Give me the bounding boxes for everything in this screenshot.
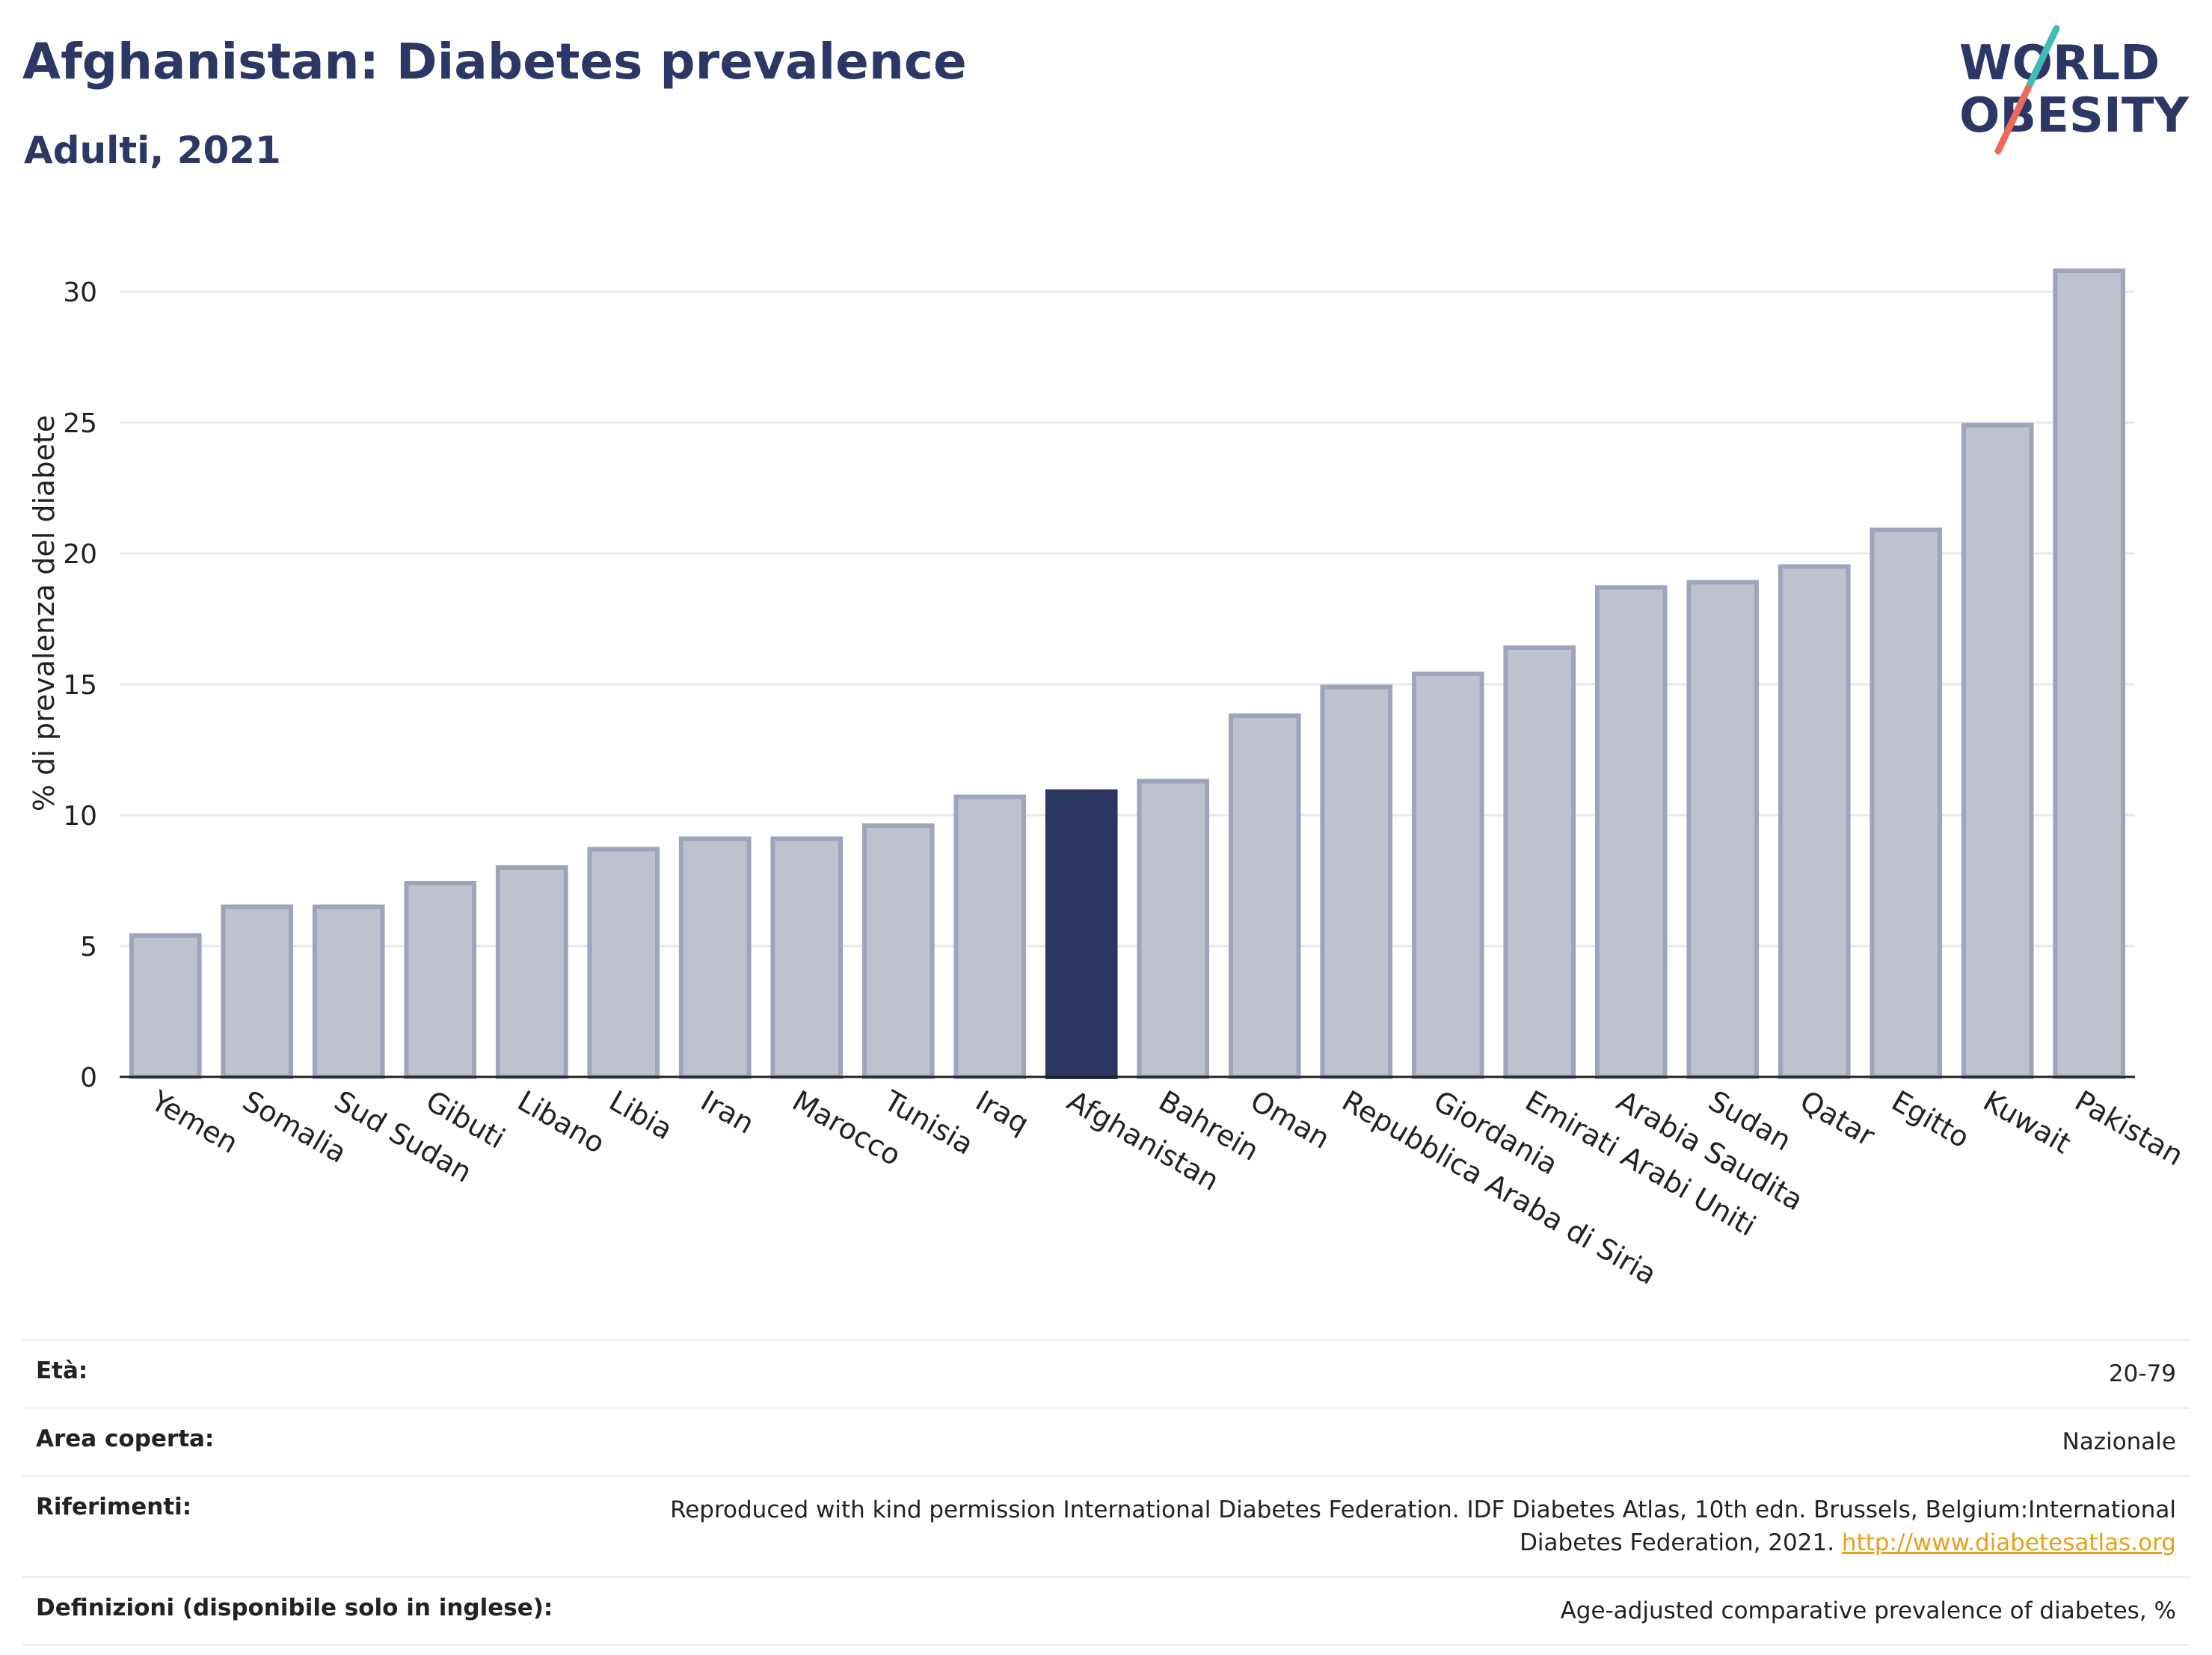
- x-tick-label: Egitto: [1886, 1084, 1975, 1155]
- diabetes-atlas-link[interactable]: http://www.diabetesatlas.org: [1841, 1529, 2176, 1556]
- bar-libia: [587, 847, 660, 1079]
- info-table: Età: 20-79 Area coperta: Nazionale Rifer…: [22, 1339, 2190, 1646]
- x-tick-label: Iraq: [970, 1084, 1034, 1140]
- definitions-value: Age-adjusted comparative prevalence of d…: [1560, 1597, 2176, 1624]
- bar-bahrein: [1137, 779, 1210, 1079]
- info-row-area: Area coperta: Nazionale: [22, 1407, 2190, 1475]
- bar-gibuti: [404, 881, 477, 1079]
- y-tick-label: 15: [63, 670, 97, 701]
- chart-subtitle: Adulti, 2021: [24, 129, 281, 172]
- bar-tunisia: [861, 823, 935, 1079]
- y-tick-label: 10: [63, 801, 97, 832]
- bar-arabia-saudita: [1594, 585, 1668, 1079]
- bar-egitto: [1870, 527, 1943, 1079]
- area-value: Nazionale: [2062, 1428, 2176, 1455]
- x-tick-label: Somalia: [237, 1084, 352, 1170]
- bar-emirati-arabi-uniti: [1503, 645, 1576, 1079]
- bar-pakistan: [2053, 268, 2126, 1079]
- references-text: Reproduced with kind permission Internat…: [670, 1496, 2176, 1556]
- bar-marocco: [770, 836, 844, 1079]
- y-axis-label: % di prevalenza del diabete: [28, 415, 61, 811]
- y-tick-label: 30: [63, 277, 97, 308]
- x-tick-label: Yemen: [145, 1084, 244, 1160]
- age-value: 20-79: [2108, 1360, 2176, 1387]
- y-tick-label: 20: [63, 539, 97, 570]
- logo-slash-top: [2024, 25, 2060, 92]
- y-tick-labels: 0 5 10 15 20 25 30: [63, 277, 97, 1093]
- x-tick-label: Qatar: [1795, 1084, 1881, 1153]
- info-row-references: Riferimenti: Reproduced with kind permis…: [22, 1475, 2190, 1576]
- chart-title: Afghanistan: Diabetes prevalence: [22, 33, 967, 90]
- bar-oman: [1228, 713, 1301, 1079]
- bar-libano: [495, 865, 568, 1079]
- logo-text-obesity: OBESITY: [1959, 88, 2189, 144]
- y-tick-label: 5: [80, 932, 97, 962]
- bar-qatar: [1778, 564, 1851, 1079]
- y-tick-label: 0: [80, 1063, 97, 1093]
- area-label: Area coperta:: [36, 1425, 215, 1452]
- bar-somalia: [221, 904, 294, 1079]
- bar-repubblica-araba-di-siria: [1320, 684, 1393, 1079]
- logo-text-world: WORLD: [1959, 36, 2160, 91]
- age-label: Età:: [36, 1357, 88, 1384]
- references-value: Reproduced with kind permission Internat…: [606, 1493, 2176, 1559]
- x-tick-label: Pakistan: [2069, 1084, 2189, 1173]
- bar-afghanistan: [1045, 789, 1118, 1079]
- info-row-age: Età: 20-79: [22, 1339, 2190, 1407]
- definitions-label: Definizioni (disponibile solo in inglese…: [36, 1594, 553, 1621]
- bar-iraq: [953, 794, 1027, 1079]
- bar-yemen: [129, 933, 202, 1079]
- x-tick-label: Iran: [695, 1084, 760, 1140]
- world-obesity-logo: WORLD OBESITY: [1959, 25, 2189, 155]
- logo-slash-bottom: [1994, 85, 2032, 155]
- bar-iran: [678, 836, 752, 1079]
- x-tick-label: Libia: [603, 1084, 678, 1146]
- bar-giordania: [1411, 672, 1484, 1079]
- bar-kuwait: [1961, 423, 2034, 1079]
- references-label: Riferimenti:: [36, 1493, 192, 1520]
- bar-sudan: [1686, 580, 1760, 1079]
- x-tick-label: Kuwait: [1978, 1084, 2077, 1161]
- bars: [129, 268, 2126, 1079]
- y-tick-label: 25: [63, 408, 97, 439]
- x-tick-label: Libano: [512, 1084, 611, 1160]
- info-row-definitions: Definizioni (disponibile solo in inglese…: [22, 1576, 2190, 1646]
- bar-sud-sudan: [312, 904, 385, 1079]
